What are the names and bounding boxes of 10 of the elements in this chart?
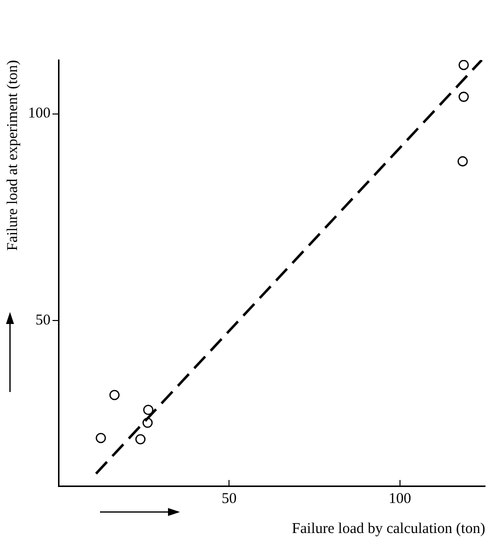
point: [458, 156, 468, 166]
point: [135, 434, 146, 444]
point: [109, 390, 120, 400]
y-axis-title: Failure load at experiment (ton): [4, 60, 21, 251]
point: [458, 60, 469, 70]
point: [142, 418, 153, 428]
point: [458, 92, 469, 102]
point: [143, 404, 154, 416]
x-axis-title: Failure load by calculation (ton): [292, 520, 486, 537]
point: [96, 432, 106, 444]
